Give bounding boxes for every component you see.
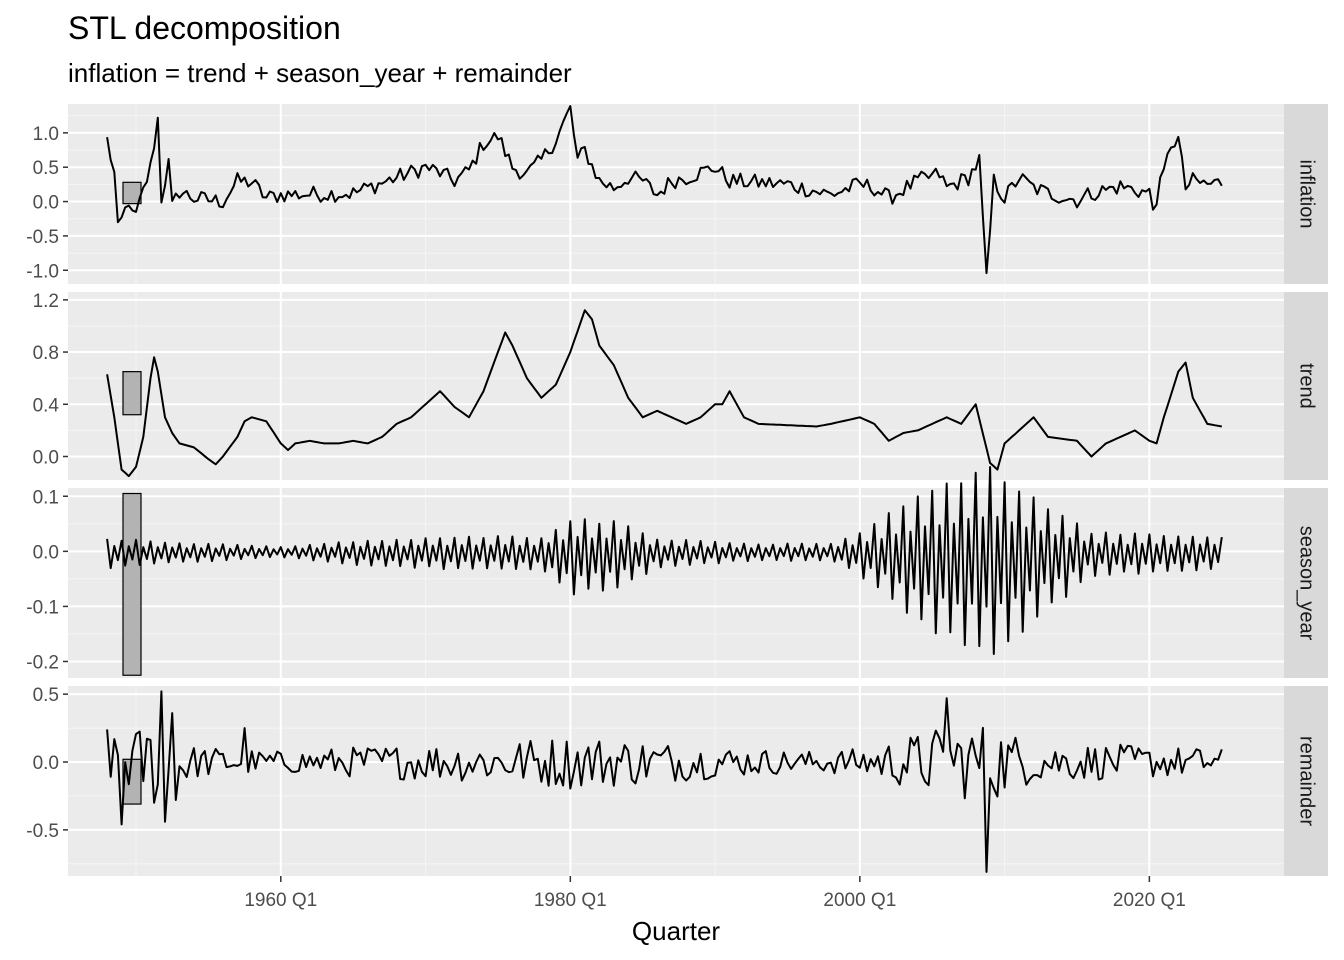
y-tick-label: -1.0 [26, 261, 59, 282]
panel-background [68, 488, 1284, 678]
panel-inflation: -1.0 -0.5 0.0 0.5 1.0 inflation [26, 104, 1328, 284]
panel-background [68, 104, 1284, 284]
strip-label-remainder: remainder [1296, 736, 1318, 826]
y-tick-label: 0.0 [33, 542, 59, 563]
y-tick-label: 0.0 [33, 448, 59, 469]
strip-background [1284, 292, 1328, 480]
strip-background [1284, 488, 1328, 678]
x-tick-label: 1960 Q1 [244, 890, 317, 911]
series-line-trend [106, 309, 1222, 478]
y-tick-label: -0.5 [26, 227, 59, 248]
panel-trend: 0.0 0.4 0.8 1.2 trend [33, 291, 1328, 480]
series-line-inflation [106, 105, 1223, 275]
y-tick-label: 0.0 [33, 193, 59, 214]
y-tick-label: -0.2 [26, 652, 59, 673]
panel-background [68, 292, 1284, 480]
x-tick-label: 2020 Q1 [1113, 890, 1186, 911]
y-tick-label: 1.0 [33, 124, 59, 145]
y-tick-label: 0.4 [33, 395, 60, 416]
chart-title: STL decomposition [68, 10, 341, 46]
facet-panels: -1.0 -0.5 0.0 0.5 1.0 inflation 0.0 0.4 0.8 1.2 tr… [26, 104, 1328, 876]
series-line-remainder [106, 690, 1223, 873]
x-axis-title: Quarter [632, 916, 720, 946]
strip-background [1284, 104, 1328, 284]
x-tick-label: 2000 Q1 [823, 890, 896, 911]
strip-label-inflation: inflation [1296, 160, 1318, 229]
strip-label-trend: trend [1296, 363, 1318, 409]
series-line-season_year [106, 466, 1223, 655]
chart-subtitle: inflation = trend + season_year + remain… [68, 58, 572, 88]
y-tick-label: 0.1 [33, 487, 59, 508]
strip-label-season_year: season_year [1296, 526, 1318, 641]
y-tick-label: 0.5 [33, 158, 59, 179]
y-tick-label: 0.5 [33, 685, 59, 706]
x-tick-label: 1980 Q1 [534, 890, 607, 911]
y-tick-label: -0.1 [26, 597, 59, 618]
scale-bar [122, 371, 142, 416]
y-tick-label: -0.5 [26, 821, 59, 842]
x-axis: 1960 Q1 1980 Q1 2000 Q1 2020 Q1 [244, 876, 1186, 911]
strip-background [1284, 686, 1328, 876]
panel-season_year: -0.2 -0.1 0.0 0.1 season_year [26, 466, 1328, 678]
y-tick-label: 0.0 [33, 753, 59, 774]
y-tick-label: 0.8 [33, 343, 59, 364]
y-tick-label: 1.2 [33, 291, 59, 312]
scale-bar [122, 492, 142, 676]
panel-remainder: -0.5 0.0 0.5 remainder [26, 685, 1328, 876]
